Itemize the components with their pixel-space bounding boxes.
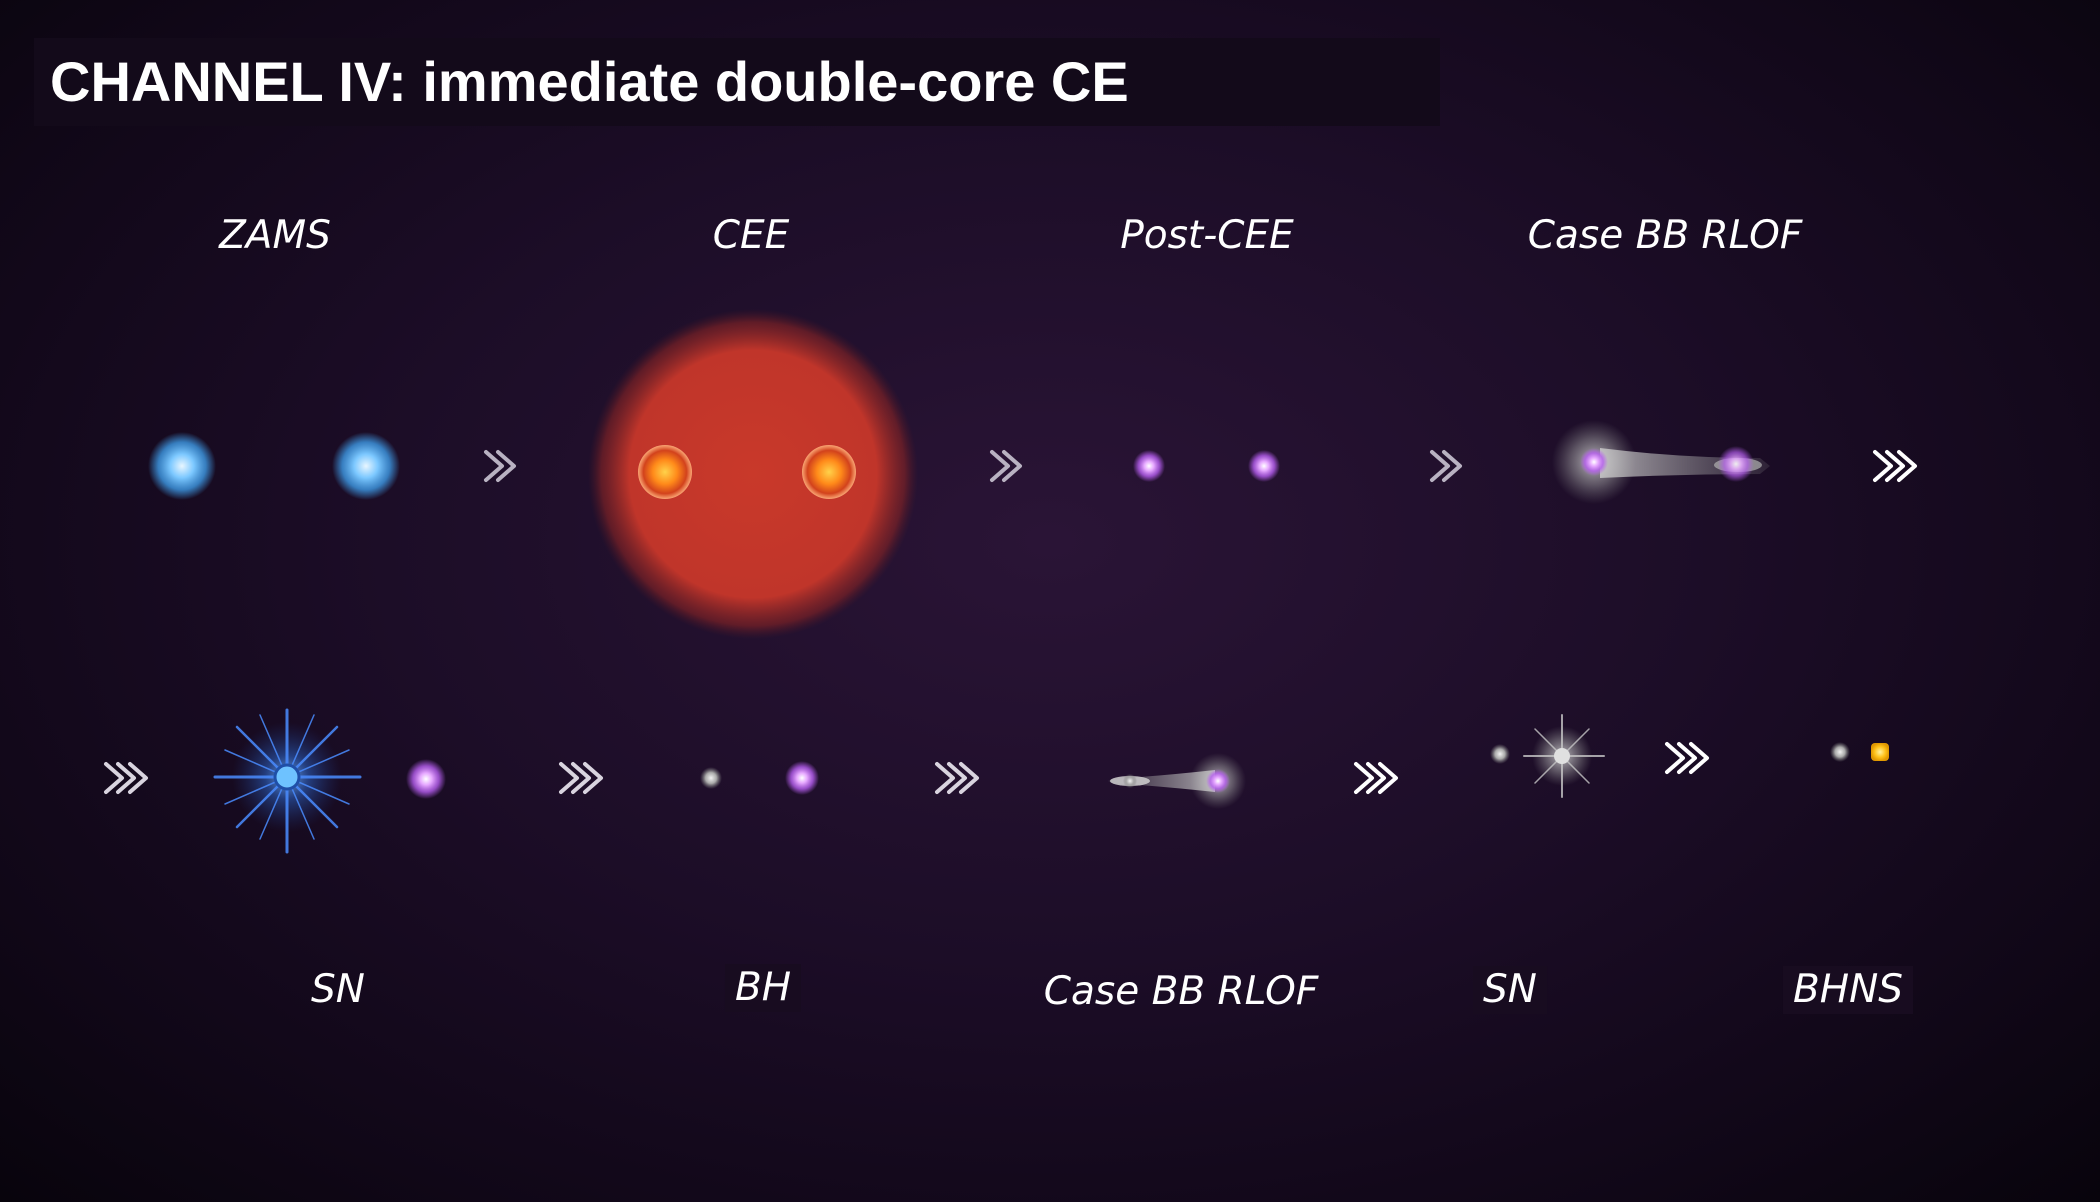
supernova-core	[1554, 748, 1570, 764]
stage-label-sn-1: SN	[311, 967, 365, 1012]
stripped-star-companion	[406, 759, 446, 799]
arrow-icon	[559, 762, 603, 794]
common-envelope	[588, 309, 918, 639]
stage-label-post-cee: Post-CEE	[1120, 213, 1294, 258]
stripped-star-2	[1248, 450, 1280, 482]
arrow-icon	[104, 762, 148, 794]
giant-core-2	[802, 445, 856, 499]
giant-core-1	[638, 445, 692, 499]
donor-star	[1580, 448, 1608, 476]
arrow-icon	[1430, 450, 1462, 482]
black-hole	[1490, 744, 1510, 764]
case-bb-rlof-top	[1552, 420, 1770, 504]
stripped-star	[785, 761, 819, 795]
giant-envelope	[588, 309, 918, 639]
black-hole	[700, 767, 722, 789]
post-cee-binary	[1133, 450, 1280, 482]
mass-transfer-stream	[1108, 770, 1215, 792]
supernova-2	[1490, 714, 1605, 798]
zams-binary	[148, 432, 400, 500]
arrow-icon	[935, 762, 979, 794]
black-hole	[1830, 742, 1850, 762]
ms-star-2	[332, 432, 400, 500]
supernova-1	[213, 708, 446, 854]
diagram-title: CHANNEL IV: immediate double-core CE	[50, 50, 1129, 113]
accretor-star	[1718, 446, 1754, 482]
bhns-binary	[1830, 742, 1889, 762]
arrow-icon	[1354, 762, 1398, 794]
stage-label-cee: CEE	[712, 213, 790, 258]
neutron-star	[1871, 743, 1889, 761]
stage-label-case-bb-rlof-1: Case BB RLOF	[1527, 213, 1803, 258]
stage-label-bh: BH	[724, 964, 802, 1012]
supernova-core	[273, 763, 301, 791]
stripped-star-1	[1133, 450, 1165, 482]
title-bar	[34, 38, 1440, 126]
bh-binary	[700, 761, 819, 795]
arrow-icon	[990, 450, 1022, 482]
stage-label-bhns: BHNS	[1782, 966, 1914, 1014]
arrow-icon	[484, 450, 516, 482]
stage-label-case-bb-rlof-2: Case BB RLOF	[1043, 969, 1319, 1014]
black-hole	[1123, 774, 1137, 788]
case-bb-rlof-bottom	[1108, 753, 1246, 809]
arrow-icon	[1665, 742, 1709, 774]
ms-star-1	[148, 432, 216, 500]
arrow-icon	[1873, 450, 1917, 482]
stage-label-sn-2: SN	[1473, 966, 1547, 1014]
donor-star	[1206, 769, 1230, 793]
stage-label-zams: ZAMS	[219, 213, 331, 258]
